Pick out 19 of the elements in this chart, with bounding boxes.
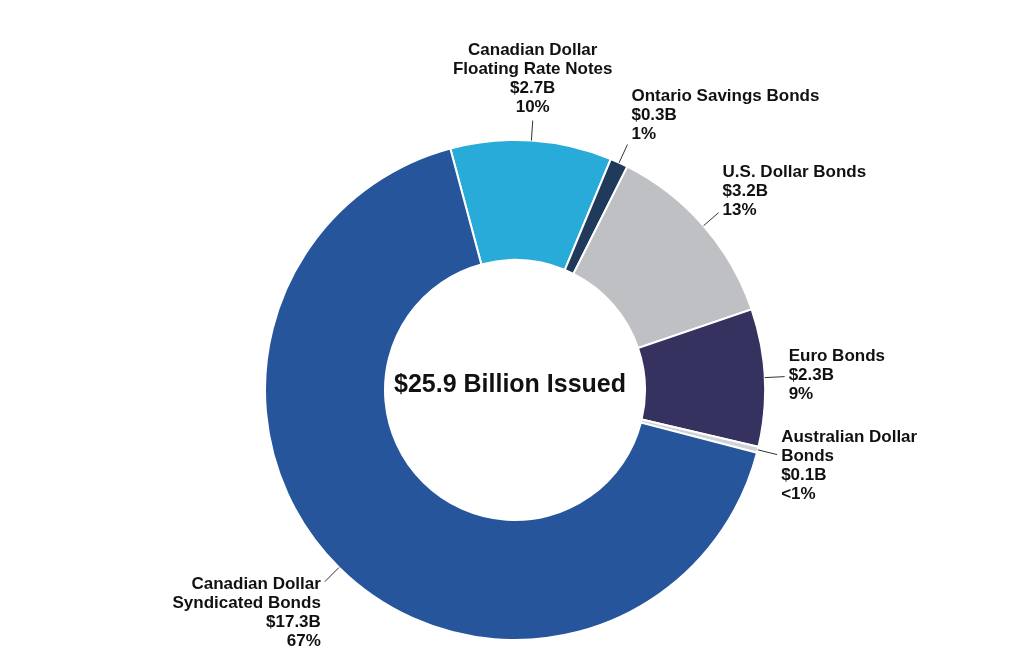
data-label: $17.3B: [266, 612, 321, 632]
text: 10%: [515, 96, 550, 116]
slice-label: Euro Bonds: [788, 346, 886, 366]
text: 67%: [286, 631, 321, 651]
text: <1%: [781, 483, 816, 503]
text: $25.9 Billion Issued: [393, 369, 627, 398]
text: 1%: [631, 123, 657, 143]
slice-label: Ontario Savings Bonds: [631, 85, 820, 105]
data-label: $0.3B: [631, 104, 677, 124]
data-label: $2.3B: [788, 365, 835, 385]
text: 13%: [722, 200, 757, 220]
data-label: $0.1B: [781, 464, 827, 484]
slice-label: Canadian Dollar Floating Rate Notes: [452, 39, 613, 78]
data-label: $3.2B: [722, 181, 768, 201]
slice-label: U.S. Dollar Bonds: [722, 162, 867, 182]
slice-label: Australian Dollar Bonds: [781, 426, 918, 465]
text: 9%: [788, 384, 814, 404]
data-label: $2.7B: [510, 77, 556, 97]
slice-label: Canadian Dollar Syndicated Bonds: [172, 574, 322, 613]
